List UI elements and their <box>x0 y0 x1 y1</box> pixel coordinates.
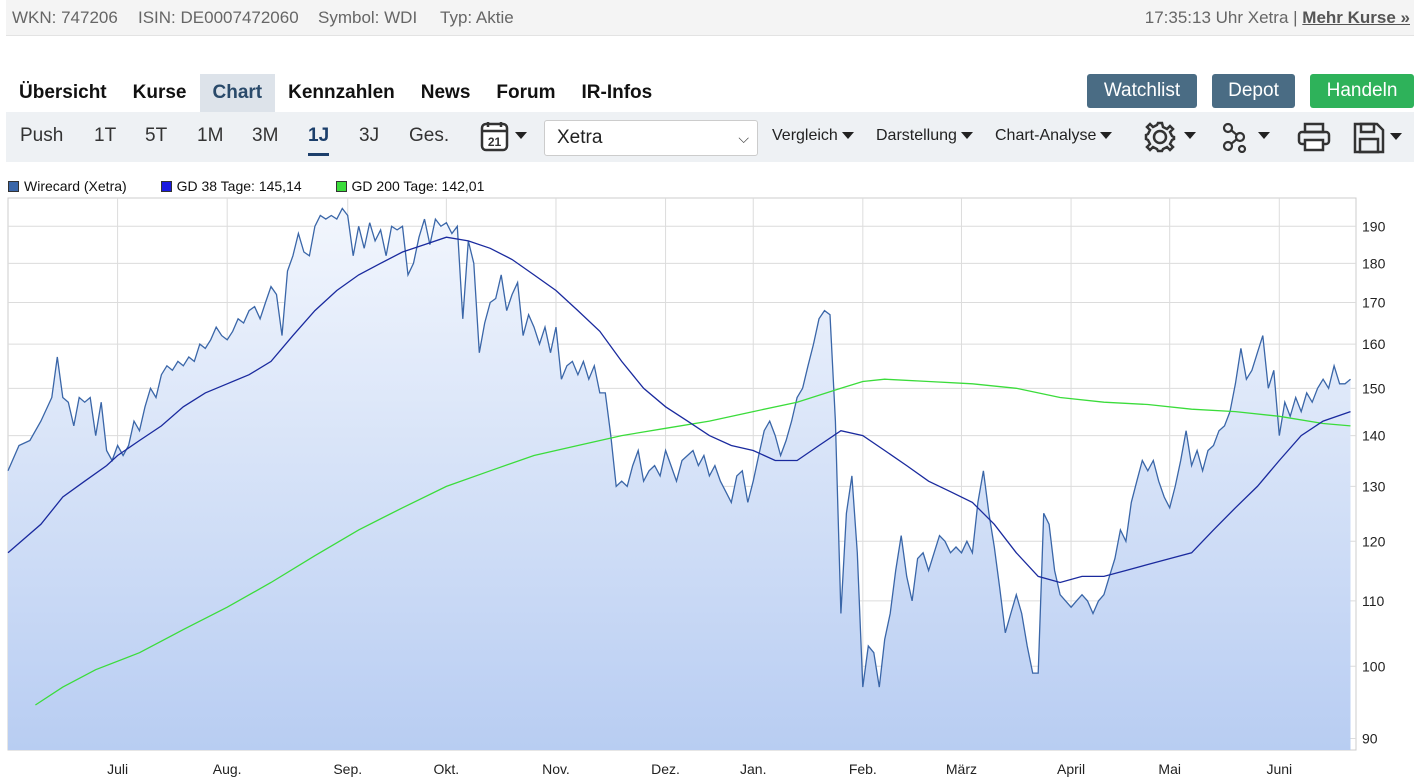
range-1j[interactable]: 1J <box>308 125 330 156</box>
y-tick-label: 190 <box>1362 218 1386 234</box>
legend-swatch <box>335 181 347 192</box>
x-tick-label: Juli <box>107 761 128 777</box>
x-tick-label: Feb. <box>849 761 877 777</box>
isin-label: ISIN: DE0007472060 <box>138 8 299 27</box>
tab-chart[interactable]: Chart <box>199 74 276 120</box>
range-3m[interactable]: 3M <box>252 125 279 146</box>
chevron-down-icon: ⌵ <box>738 130 749 146</box>
tab-forum[interactable]: Forum <box>496 82 556 103</box>
security-info-bar: WKN: 747206 ISIN: DE0007472060 Symbol: W… <box>6 0 1414 36</box>
settings-icon[interactable] <box>1144 121 1202 158</box>
x-tick-label: Juni <box>1266 761 1292 777</box>
tab-uebersicht[interactable]: Übersicht <box>19 82 107 103</box>
chart-toolbar: Push 1T 5T 1M 3M 1J 3J Ges. 21 Xetra ⌵ V… <box>6 112 1414 162</box>
exchange-select-value: Xetra <box>557 127 603 148</box>
menu-vergleich[interactable]: Vergleich <box>772 127 854 145</box>
y-tick-label: 160 <box>1362 336 1386 352</box>
y-tick-label: 90 <box>1362 730 1378 746</box>
y-tick-label: 120 <box>1362 533 1386 549</box>
x-tick-label: Dez. <box>651 761 680 777</box>
legend-label: Wirecard (Xetra) <box>24 178 127 194</box>
tab-news[interactable]: News <box>420 82 471 103</box>
range-5t[interactable]: 5T <box>145 125 168 146</box>
y-tick-label: 150 <box>1362 380 1386 396</box>
caret-down-icon <box>960 132 973 140</box>
calendar-day: 21 <box>488 135 502 149</box>
watchlist-button[interactable]: Watchlist <box>1087 74 1197 108</box>
range-1m[interactable]: 1M <box>197 125 224 146</box>
price-area <box>8 208 1351 750</box>
x-tick-label: April <box>1057 761 1085 777</box>
legend-item-price[interactable]: Wirecard (Xetra) <box>8 178 127 194</box>
price-chart[interactable]: 90 100 110 120 130 140 150 160 170 180 190 Juli Aug.… <box>0 196 1414 784</box>
x-tick-label: Okt. <box>434 761 460 777</box>
chart-legend: Wirecard (Xetra) GD 38 Tage: 145,14 GD 2… <box>8 178 514 194</box>
x-tick-label: Sep. <box>333 761 362 777</box>
depot-button[interactable]: Depot <box>1212 74 1295 108</box>
x-tick-label: Jan. <box>740 761 766 777</box>
gd38-line <box>7 236 1351 584</box>
share-icon[interactable] <box>1220 121 1278 158</box>
menu-chart-analyse[interactable]: Chart-Analyse <box>995 127 1113 145</box>
range-3j[interactable]: 3J <box>359 125 380 146</box>
menu-darstellung[interactable]: Darstellung <box>876 127 973 145</box>
y-tick-label: 100 <box>1362 658 1386 674</box>
legend-swatch <box>8 181 19 192</box>
exchange-select[interactable]: Xetra ⌵ <box>544 120 758 156</box>
menu-darstellung-label: Darstellung <box>876 127 957 144</box>
more-quotes-link[interactable]: Mehr Kurse » <box>1302 8 1410 27</box>
x-tick-label: Nov. <box>542 761 570 777</box>
y-tick-label: 180 <box>1362 255 1386 271</box>
legend-item-gd38[interactable]: GD 38 Tage: 145,14 <box>160 178 302 194</box>
save-icon[interactable] <box>1352 121 1408 160</box>
tab-ir-infos[interactable]: IR-Infos <box>581 82 653 103</box>
x-tick-label: März <box>946 761 977 777</box>
legend-label: GD 38 Tage: 145,14 <box>176 178 302 194</box>
print-icon[interactable] <box>1296 121 1332 158</box>
handeln-button[interactable]: Handeln <box>1310 74 1414 108</box>
caret-down-icon <box>841 132 854 140</box>
range-ges[interactable]: Ges. <box>409 125 450 146</box>
tab-kurse[interactable]: Kurse <box>132 82 187 103</box>
range-push[interactable]: Push <box>20 125 64 146</box>
y-tick-label: 110 <box>1362 593 1385 609</box>
legend-swatch <box>160 181 172 192</box>
tab-kennzahlen[interactable]: Kennzahlen <box>288 82 395 103</box>
y-tick-label: 170 <box>1362 295 1386 311</box>
price-line <box>7 207 1351 688</box>
menu-chart-analyse-label: Chart-Analyse <box>995 127 1097 144</box>
quote-time-area: 17:35:13 Uhr Xetra | Mehr Kurse » <box>1145 8 1410 28</box>
symbol-label: Symbol: WDI <box>318 8 418 27</box>
separator: | <box>1293 8 1298 27</box>
y-tick-label: 130 <box>1362 478 1386 494</box>
range-1t[interactable]: 1T <box>94 125 117 146</box>
type-label: Typ: Aktie <box>440 8 514 27</box>
menu-vergleich-label: Vergleich <box>772 127 838 144</box>
legend-item-gd200[interactable]: GD 200 Tage: 142,01 <box>335 178 485 194</box>
legend-label: GD 200 Tage: 142,01 <box>351 178 485 194</box>
wkn-label: WKN: 747206 <box>12 8 118 27</box>
quote-time: 17:35:13 Uhr Xetra <box>1144 8 1289 27</box>
x-tick-label: Aug. <box>213 761 242 777</box>
main-tab-bar: Übersicht Kurse Chart Kennzahlen News Fo… <box>6 74 665 120</box>
y-tick-label: 140 <box>1362 428 1386 444</box>
x-tick-label: Mai <box>1158 761 1181 777</box>
gd200-line <box>35 378 1351 706</box>
calendar-icon[interactable]: 21 <box>480 121 532 158</box>
caret-down-icon <box>1100 132 1113 140</box>
